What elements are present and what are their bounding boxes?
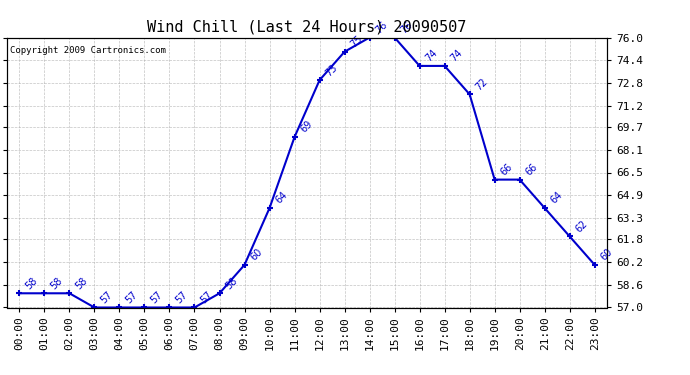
Text: 57: 57 — [174, 290, 190, 305]
Text: 74: 74 — [448, 48, 464, 64]
Text: 58: 58 — [224, 275, 239, 291]
Text: 74: 74 — [424, 48, 440, 64]
Text: 58: 58 — [23, 275, 39, 291]
Text: 58: 58 — [74, 275, 90, 291]
Text: 73: 73 — [324, 62, 339, 78]
Text: 57: 57 — [199, 290, 215, 305]
Text: 57: 57 — [124, 290, 139, 305]
Text: 60: 60 — [599, 247, 615, 263]
Text: 72: 72 — [474, 76, 490, 92]
Text: 62: 62 — [574, 219, 590, 234]
Text: 66: 66 — [524, 162, 540, 177]
Text: 75: 75 — [348, 34, 364, 50]
Text: 76: 76 — [374, 20, 390, 35]
Text: 64: 64 — [274, 190, 289, 206]
Text: 58: 58 — [48, 275, 64, 291]
Text: 66: 66 — [499, 162, 515, 177]
Title: Wind Chill (Last 24 Hours) 20090507: Wind Chill (Last 24 Hours) 20090507 — [148, 20, 466, 35]
Text: 57: 57 — [99, 290, 115, 305]
Text: 64: 64 — [549, 190, 564, 206]
Text: 57: 57 — [148, 290, 164, 305]
Text: 69: 69 — [299, 119, 315, 135]
Text: 76: 76 — [399, 20, 415, 35]
Text: 60: 60 — [248, 247, 264, 263]
Text: Copyright 2009 Cartronics.com: Copyright 2009 Cartronics.com — [10, 46, 166, 55]
